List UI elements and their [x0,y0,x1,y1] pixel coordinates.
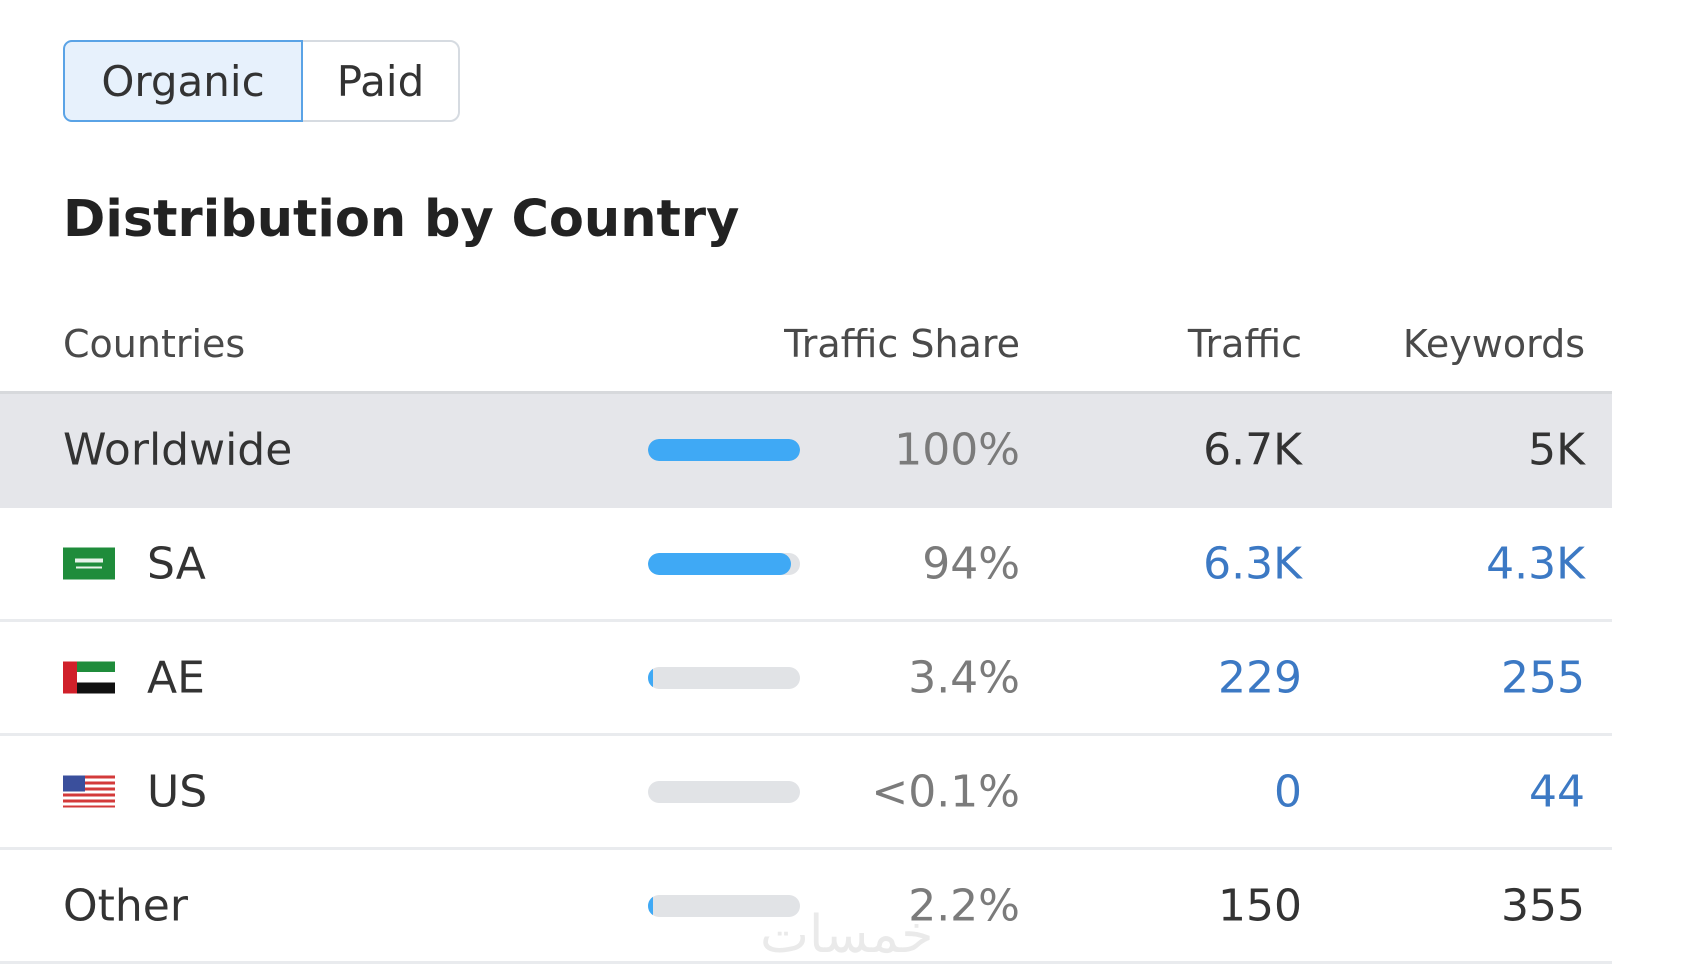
saudi-arabia-flag-icon [63,547,115,580]
column-header-traffic[interactable]: Traffic [1187,322,1302,366]
table-row-us[interactable]: US <0.1% 0 44 [0,736,1612,850]
traffic-link[interactable]: 0 [1274,766,1302,817]
uae-flag-icon [63,661,115,694]
country-name: Other [63,880,188,931]
column-header-traffic-share[interactable]: Traffic Share [784,322,1020,366]
column-header-countries[interactable]: Countries [63,322,246,366]
country-cell: SA [63,538,206,589]
table-row-other: Other 2.2% 150 355 [0,850,1612,964]
keywords-value: 5K [1528,424,1585,475]
country-distribution-table: Countries Traffic Share Traffic Keywords… [0,300,1612,964]
country-cell: US [63,766,207,817]
traffic-share-bar-fill [648,438,800,461]
traffic-link[interactable]: 6.3K [1203,538,1302,589]
traffic-value: 6.7K [1203,424,1302,475]
table-row-sa[interactable]: SA 94% 6.3K 4.3K [0,508,1612,622]
traffic-share-value: 100% [894,424,1020,475]
country-name: US [147,766,208,817]
traffic-share-bar [648,552,800,575]
keywords-value: 355 [1501,880,1585,931]
table-row-ae[interactable]: AE 3.4% 229 255 [0,622,1612,736]
paid-toggle-button[interactable]: Paid [303,42,458,120]
table-row-worldwide: Worldwide 100% 6.7K 5K [0,394,1612,508]
traffic-value: 150 [1218,880,1302,931]
traffic-share-bar [648,894,800,917]
traffic-share-bar [648,780,800,803]
traffic-share-bar-fill [648,552,791,575]
traffic-share-value: <0.1% [871,766,1020,817]
organic-paid-toggle: Organic Paid [63,40,460,122]
organic-toggle-button[interactable]: Organic [63,40,303,122]
table-header: Countries Traffic Share Traffic Keywords [0,300,1612,394]
traffic-share-bar-fill [648,666,654,689]
country-name: AE [147,652,205,703]
traffic-link[interactable]: 229 [1218,652,1302,703]
us-flag-icon [63,775,115,808]
traffic-share-bar-fill [648,894,653,917]
country-name: Worldwide [63,424,293,475]
country-cell: AE [63,652,205,703]
country-name: SA [147,538,206,589]
keywords-link[interactable]: 4.3K [1486,538,1585,589]
traffic-share-bar [648,666,800,689]
traffic-share-value: 3.4% [908,652,1020,703]
traffic-share-value: 94% [922,538,1020,589]
traffic-share-value: 2.2% [908,880,1020,931]
traffic-share-bar [648,438,800,461]
keywords-link[interactable]: 255 [1501,652,1585,703]
section-title: Distribution by Country [63,190,740,249]
keywords-link[interactable]: 44 [1529,766,1585,817]
column-header-keywords[interactable]: Keywords [1402,322,1585,366]
